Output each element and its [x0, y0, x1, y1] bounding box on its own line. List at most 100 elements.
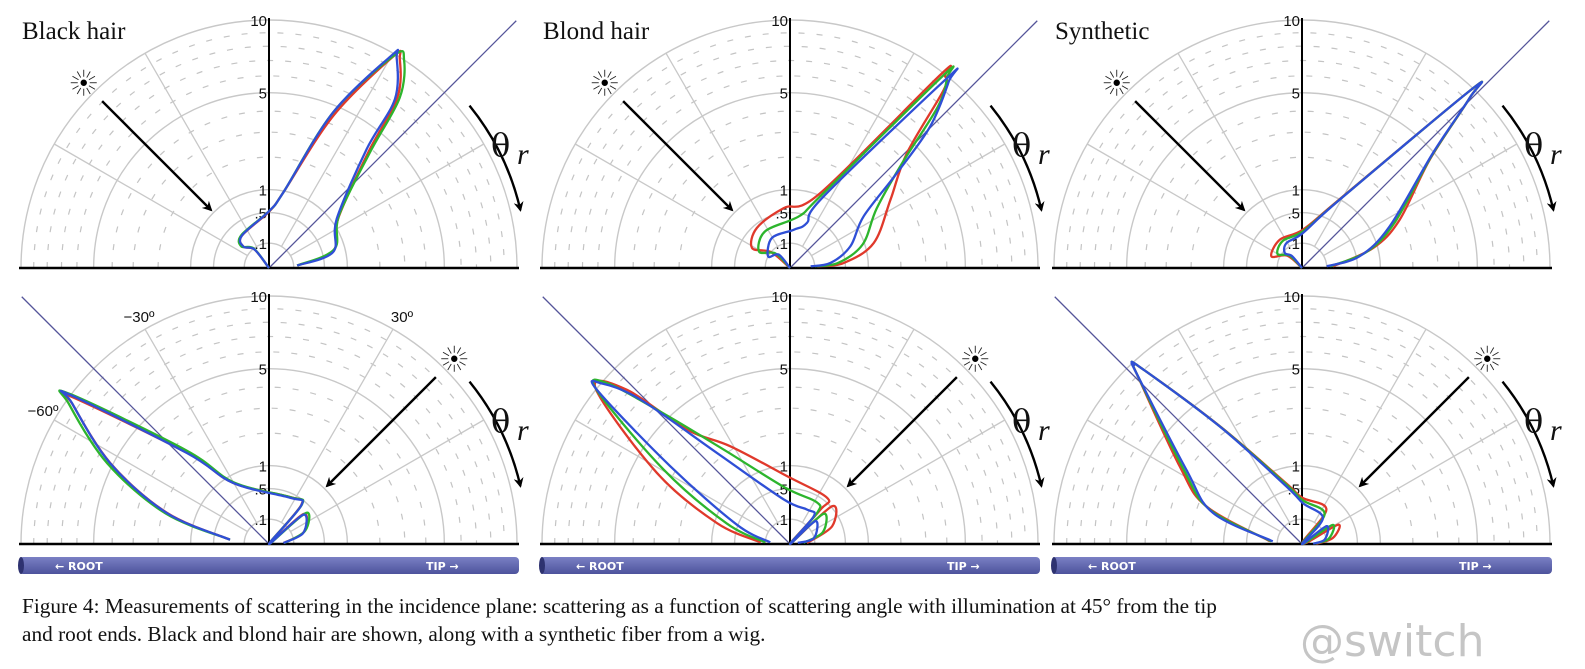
scattering-lobe-series-3 [766, 67, 959, 269]
angle-tick-label: −60º [28, 403, 59, 420]
minor-grid-arc [1109, 75, 1495, 269]
theta-r-label: θ [1524, 402, 1543, 440]
hair-fiber-root-tip-bar: ← ROOT TIP → [18, 557, 519, 574]
minor-grid-arc [1165, 407, 1439, 545]
radial-tick-label: .1 [1287, 512, 1300, 529]
light-source-sun-icon [441, 345, 468, 372]
theta-r-label: θ [491, 402, 510, 440]
grid-spoke [280, 52, 394, 247]
incidence-line [268, 20, 517, 269]
sun-ray [86, 71, 91, 78]
radial-tick-label: 1 [259, 183, 267, 200]
sun-ray [1109, 71, 1115, 78]
minor-grid-arc [132, 407, 406, 545]
sun-ray [980, 361, 987, 366]
minor-grid-arc [632, 386, 948, 545]
sun-ray [977, 347, 983, 354]
fiber-body [19, 557, 519, 574]
incident-light-arrow [1134, 100, 1246, 212]
sun-ray [607, 87, 612, 95]
grid-spoke [53, 143, 248, 257]
sun-core [451, 355, 458, 362]
scattering-lobe-series-3 [590, 379, 819, 546]
grid-spoke [801, 328, 915, 523]
minor-grid-arc [653, 407, 927, 545]
sun-ray [1105, 75, 1112, 81]
light-source-sun-icon [591, 69, 618, 96]
sun-ray [447, 363, 452, 371]
incidence-line [1054, 296, 1303, 545]
radial-tick-label: 5 [259, 362, 267, 379]
grid-spoke [574, 143, 769, 257]
theta-r-arc-arrow [1501, 380, 1557, 488]
sun-ray [597, 87, 603, 95]
tip-label: TIP → [1459, 560, 1492, 573]
sun-ray [76, 87, 82, 95]
radial-tick-label: .5 [254, 206, 267, 223]
sun-ray [456, 363, 462, 371]
root-label: ← ROOT [55, 560, 103, 573]
incident-light-arrow [325, 376, 437, 488]
polar-panel-1: .1 .5 1 5 10 θ r Black hair [19, 13, 529, 270]
angle-tick-label: −30º [124, 309, 155, 326]
figure-caption-line-2: and root ends. Black and blond hair are … [22, 622, 766, 646]
radial-tick-label: .1 [254, 512, 267, 529]
scattering-lobe-series-3 [1130, 360, 1330, 546]
sun-ray [72, 85, 79, 90]
scattering-lobe-series-2 [591, 378, 828, 546]
theta-r-label: θ [1524, 126, 1543, 164]
radial-tick-label: .1 [775, 236, 788, 253]
sun-ray [1489, 347, 1495, 354]
sun-core [1113, 79, 1120, 86]
theta-r-subscript: r [517, 138, 529, 171]
angle-tick-label: 30º [391, 309, 414, 326]
grid-spoke [280, 328, 394, 523]
theta-r-arc-arrow [1501, 104, 1557, 212]
grid-spoke [574, 419, 769, 533]
minor-grid-arc [1165, 131, 1439, 269]
radial-tick-label: 10 [1283, 13, 1300, 30]
fiber-body [540, 557, 1040, 574]
radial-tick-label: 10 [771, 289, 788, 306]
sun-ray [86, 87, 91, 95]
sun-ray [609, 75, 617, 81]
radial-tick-label: 1 [1292, 183, 1300, 200]
sun-ray [609, 85, 617, 90]
watermark: @switch [1300, 616, 1485, 667]
sun-ray [1119, 87, 1124, 95]
minor-grid-arc [1144, 386, 1460, 545]
sun-ray [72, 75, 79, 81]
radial-tick-label: .5 [775, 482, 788, 499]
grid-spoke [1086, 143, 1281, 257]
sun-ray [597, 71, 603, 78]
minor-grid-arc [111, 110, 427, 269]
incident-light-arrow [622, 100, 734, 212]
radial-tick-label: 10 [1283, 289, 1300, 306]
sun-ray [459, 351, 466, 357]
sun-ray [980, 351, 987, 357]
sun-ray [1492, 361, 1499, 366]
root-label: ← ROOT [1088, 560, 1136, 573]
theta-r-label: θ [491, 126, 510, 164]
sun-ray [1105, 85, 1112, 90]
radial-tick-label: 10 [250, 289, 267, 306]
sun-ray [76, 71, 82, 78]
radial-tick-label: 1 [780, 183, 788, 200]
minor-grid-arc [1109, 351, 1495, 545]
grid-spoke [53, 419, 248, 533]
radial-tick-label: .5 [1287, 206, 1300, 223]
minor-grid-arc [632, 110, 948, 269]
radial-tick-label: 5 [1292, 362, 1300, 379]
radial-tick-label: .1 [775, 512, 788, 529]
sun-ray [1119, 71, 1124, 78]
theta-r-label: θ [1012, 402, 1031, 440]
scattering-lobe-series-2 [1130, 360, 1336, 546]
hair-fiber-root-tip-bar: ← ROOT TIP → [1051, 557, 1552, 574]
minor-grid-arc [1144, 110, 1460, 269]
sun-core [972, 355, 979, 362]
light-source-sun-icon [1103, 69, 1130, 96]
scattering-lobe-series-3 [1282, 80, 1484, 269]
